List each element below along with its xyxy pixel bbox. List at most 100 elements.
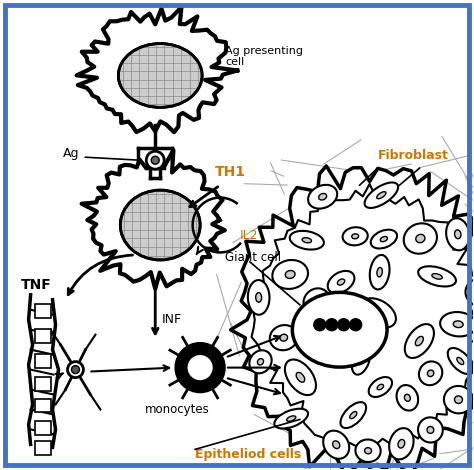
FancyBboxPatch shape bbox=[35, 376, 51, 391]
Circle shape bbox=[350, 319, 362, 331]
Ellipse shape bbox=[428, 370, 434, 376]
Ellipse shape bbox=[455, 230, 461, 239]
Ellipse shape bbox=[255, 293, 262, 302]
Text: TNF: TNF bbox=[21, 278, 51, 292]
FancyBboxPatch shape bbox=[35, 399, 51, 413]
Ellipse shape bbox=[302, 238, 311, 243]
Ellipse shape bbox=[352, 234, 359, 239]
Ellipse shape bbox=[365, 182, 398, 208]
Ellipse shape bbox=[361, 298, 396, 328]
FancyBboxPatch shape bbox=[35, 353, 51, 368]
Ellipse shape bbox=[120, 190, 200, 260]
Ellipse shape bbox=[404, 223, 437, 254]
Ellipse shape bbox=[448, 348, 473, 374]
Ellipse shape bbox=[328, 271, 355, 293]
Ellipse shape bbox=[313, 298, 320, 305]
Ellipse shape bbox=[377, 267, 383, 277]
Ellipse shape bbox=[340, 402, 366, 428]
Ellipse shape bbox=[341, 326, 348, 331]
Ellipse shape bbox=[358, 357, 364, 365]
Ellipse shape bbox=[287, 416, 296, 421]
FancyBboxPatch shape bbox=[35, 329, 51, 343]
Polygon shape bbox=[77, 7, 237, 132]
Text: Epitheliod cells: Epitheliod cells bbox=[195, 448, 301, 461]
Circle shape bbox=[314, 319, 326, 331]
FancyBboxPatch shape bbox=[35, 441, 51, 455]
Ellipse shape bbox=[418, 266, 456, 287]
Ellipse shape bbox=[377, 192, 386, 199]
Ellipse shape bbox=[404, 394, 410, 401]
Ellipse shape bbox=[397, 385, 418, 411]
Circle shape bbox=[176, 344, 224, 392]
Ellipse shape bbox=[319, 194, 327, 200]
Text: monocytes: monocytes bbox=[145, 403, 210, 416]
Ellipse shape bbox=[370, 255, 390, 290]
Ellipse shape bbox=[296, 372, 305, 382]
Ellipse shape bbox=[455, 396, 463, 403]
Ellipse shape bbox=[285, 270, 295, 278]
Text: Fibroblast: Fibroblast bbox=[378, 149, 448, 162]
Ellipse shape bbox=[416, 235, 425, 243]
Text: Ag: Ag bbox=[63, 147, 79, 160]
Ellipse shape bbox=[356, 439, 381, 462]
Ellipse shape bbox=[257, 359, 264, 365]
Circle shape bbox=[326, 319, 337, 331]
Ellipse shape bbox=[308, 185, 337, 209]
Ellipse shape bbox=[248, 280, 270, 315]
Ellipse shape bbox=[280, 334, 288, 341]
FancyBboxPatch shape bbox=[35, 304, 51, 318]
Ellipse shape bbox=[343, 227, 368, 245]
Ellipse shape bbox=[350, 412, 357, 419]
Ellipse shape bbox=[418, 417, 443, 443]
Ellipse shape bbox=[313, 337, 320, 344]
Ellipse shape bbox=[444, 386, 473, 413]
Circle shape bbox=[72, 366, 80, 374]
Text: Ag presenting
cell: Ag presenting cell bbox=[225, 46, 303, 67]
Ellipse shape bbox=[446, 218, 469, 251]
Ellipse shape bbox=[323, 431, 349, 459]
Circle shape bbox=[186, 353, 214, 382]
Ellipse shape bbox=[440, 312, 474, 337]
Ellipse shape bbox=[249, 350, 272, 373]
Ellipse shape bbox=[365, 447, 372, 454]
Ellipse shape bbox=[292, 292, 387, 367]
Ellipse shape bbox=[274, 409, 308, 429]
Ellipse shape bbox=[285, 360, 316, 395]
Ellipse shape bbox=[415, 337, 423, 346]
Ellipse shape bbox=[333, 441, 340, 448]
Ellipse shape bbox=[369, 377, 392, 397]
Ellipse shape bbox=[377, 384, 383, 390]
Ellipse shape bbox=[389, 428, 414, 459]
Text: INF: INF bbox=[162, 313, 182, 326]
Ellipse shape bbox=[419, 361, 442, 385]
Ellipse shape bbox=[371, 230, 397, 249]
Ellipse shape bbox=[352, 347, 370, 375]
Circle shape bbox=[337, 319, 350, 331]
FancyBboxPatch shape bbox=[35, 422, 51, 435]
Ellipse shape bbox=[374, 309, 383, 317]
Ellipse shape bbox=[453, 321, 463, 328]
Ellipse shape bbox=[427, 426, 434, 433]
Circle shape bbox=[146, 151, 164, 169]
Text: IL2: IL2 bbox=[240, 228, 258, 242]
Ellipse shape bbox=[380, 236, 388, 242]
Ellipse shape bbox=[273, 260, 308, 289]
Polygon shape bbox=[82, 150, 225, 289]
Ellipse shape bbox=[333, 318, 357, 339]
Ellipse shape bbox=[398, 439, 405, 448]
Polygon shape bbox=[231, 166, 474, 470]
Ellipse shape bbox=[303, 288, 330, 314]
Ellipse shape bbox=[270, 325, 298, 350]
Ellipse shape bbox=[405, 324, 434, 358]
Ellipse shape bbox=[290, 231, 324, 250]
Text: TH1: TH1 bbox=[215, 165, 246, 179]
Ellipse shape bbox=[118, 44, 202, 107]
Ellipse shape bbox=[337, 279, 345, 285]
Ellipse shape bbox=[457, 357, 464, 365]
Text: Giant cell: Giant cell bbox=[225, 251, 281, 265]
Ellipse shape bbox=[304, 328, 330, 353]
Ellipse shape bbox=[432, 274, 442, 279]
Circle shape bbox=[67, 361, 83, 377]
Circle shape bbox=[151, 156, 159, 164]
Ellipse shape bbox=[465, 279, 474, 306]
